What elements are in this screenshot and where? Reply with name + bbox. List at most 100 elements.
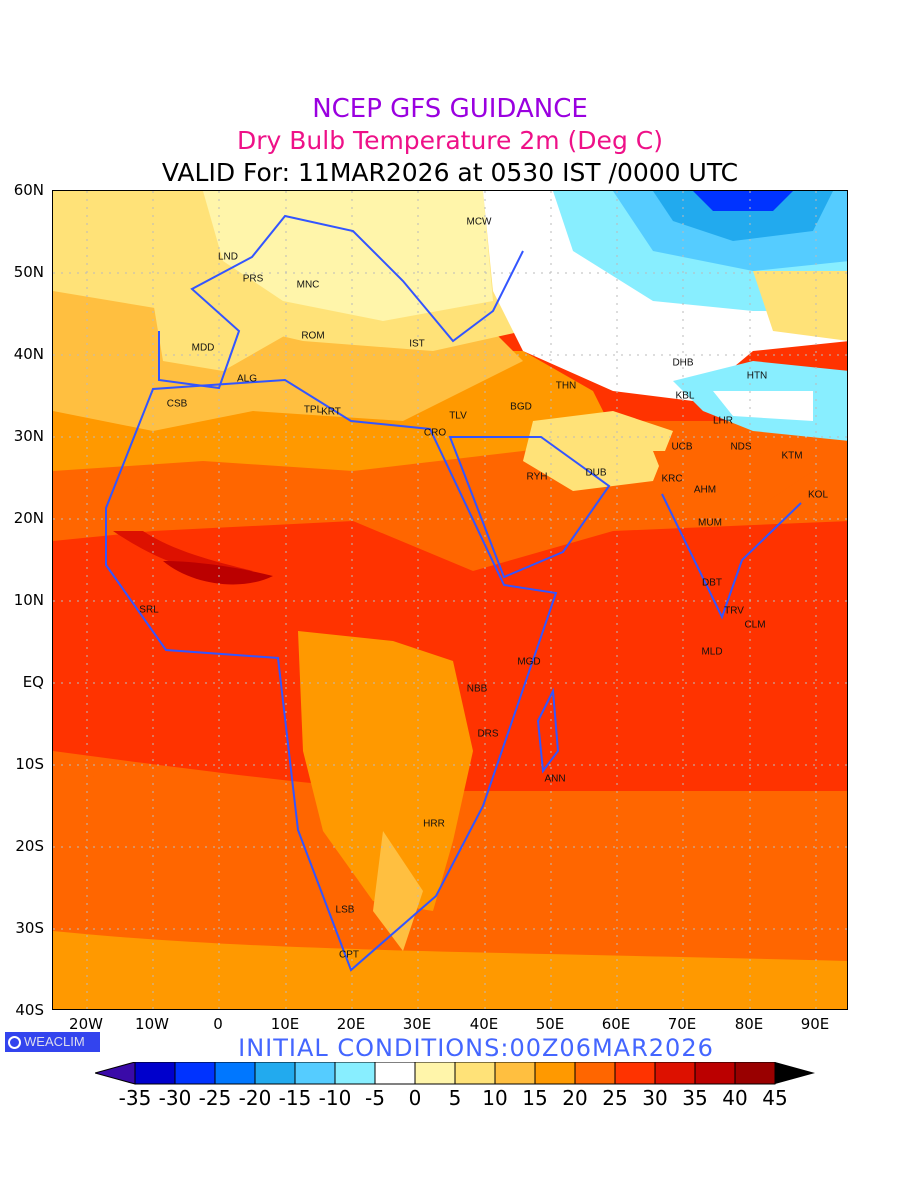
colorbar-label: 40 — [722, 1086, 748, 1110]
lat-label: 30N — [13, 427, 44, 445]
colorbar-swatch — [654, 1062, 696, 1085]
colorbar-swatch — [214, 1062, 256, 1085]
station-label: CSB — [166, 398, 188, 410]
colorbar-swatch — [374, 1062, 416, 1085]
colorbar-label: 45 — [762, 1086, 788, 1110]
shaded-field — [53, 191, 847, 1009]
lon-label: 70E — [667, 1015, 697, 1033]
lon-label: 10E — [270, 1015, 300, 1033]
colorbar-label: -25 — [198, 1086, 232, 1110]
station-label: BGD — [510, 401, 532, 413]
lon-label: 0 — [213, 1015, 223, 1033]
colorbar-swatch — [134, 1062, 176, 1085]
station-label: HTN — [746, 370, 768, 382]
colorbar-label: 15 — [522, 1086, 548, 1110]
station-label: TPL — [303, 404, 323, 416]
station-label: MNC — [296, 279, 320, 291]
lat-label: EQ — [22, 673, 44, 691]
station-label: HRR — [423, 818, 445, 830]
lat-label: 10N — [13, 591, 44, 609]
station-label: SRL — [139, 604, 159, 616]
title-valid-time: VALID For: 11MAR2026 at 0530 IST /0000 U… — [161, 158, 739, 187]
station-label: KBL — [675, 390, 695, 402]
colorbar-label: 25 — [602, 1086, 628, 1110]
colorbar-swatch — [614, 1062, 656, 1085]
colorbar-label: 10 — [482, 1086, 508, 1110]
colorbar-label: 0 — [408, 1086, 422, 1110]
colorbar-under-arrow — [95, 1062, 136, 1085]
station-label: LHR — [712, 415, 734, 427]
lon-label: 10W — [135, 1015, 169, 1033]
colorbar-swatch — [254, 1062, 296, 1085]
lat-label: 40N — [13, 345, 44, 363]
colorbar-swatch — [454, 1062, 496, 1085]
station-label: KOL — [807, 489, 829, 501]
graticule — [53, 191, 847, 1009]
lon-label: 90E — [800, 1015, 830, 1033]
colorbar-label: -20 — [238, 1086, 272, 1110]
colorbar-label: -35 — [118, 1086, 152, 1110]
lon-label: 50E — [535, 1015, 565, 1033]
station-label: THN — [555, 380, 577, 392]
colorbar-swatch — [494, 1062, 536, 1085]
colorbar-swatch — [574, 1062, 616, 1085]
station-label: NBB — [466, 683, 488, 695]
copyright-icon — [8, 1035, 21, 1049]
station-label: DHB — [672, 357, 694, 369]
colorbar-label: -10 — [318, 1086, 352, 1110]
lon-label: 80E — [734, 1015, 764, 1033]
lat-label: 20S — [15, 837, 44, 855]
lon-label: 20W — [69, 1015, 103, 1033]
station-label: KRT — [321, 406, 341, 418]
colorbar-swatch — [174, 1062, 216, 1085]
lat-label: 10S — [15, 755, 44, 773]
station-label: MDD — [191, 342, 215, 354]
station-label: LSB — [335, 904, 355, 916]
station-label: MCW — [466, 216, 492, 228]
colorbar-label: 5 — [448, 1086, 462, 1110]
station-label: DRS — [477, 728, 499, 740]
station-label: DBT — [702, 577, 722, 589]
temperature-map — [52, 190, 848, 1010]
colorbar-label: -5 — [365, 1086, 385, 1110]
lat-label: 30S — [15, 919, 44, 937]
lon-label: 30E — [402, 1015, 432, 1033]
station-label: ANN — [544, 773, 566, 785]
station-label: CRO — [423, 427, 447, 439]
station-label: NDS — [730, 441, 752, 453]
colorbar-swatch — [334, 1062, 376, 1085]
station-label: ALG — [236, 373, 258, 385]
lon-label: 20E — [336, 1015, 366, 1033]
station-label: CLM — [744, 619, 766, 631]
station-label: MUM — [698, 517, 722, 529]
station-label: CPT — [339, 949, 359, 961]
station-label: MLD — [701, 646, 723, 658]
colorbar-swatch — [294, 1062, 336, 1085]
title-variable: Dry Bulb Temperature 2m (Deg C) — [237, 126, 663, 155]
colorbar-over-arrow — [775, 1062, 815, 1084]
title-model: NCEP GFS GUIDANCE — [312, 94, 588, 124]
colorbar-label: 20 — [562, 1086, 588, 1110]
colorbar-label: -15 — [278, 1086, 312, 1110]
colorbar — [95, 1062, 815, 1085]
coastlines — [105, 214, 802, 972]
station-label: IST — [409, 338, 425, 350]
lat-label: 50N — [13, 263, 44, 281]
station-label: ROM — [301, 330, 325, 342]
station-label: PRS — [242, 273, 264, 285]
colorbar-swatch — [414, 1062, 456, 1085]
lon-label: 40E — [469, 1015, 499, 1033]
station-label: KRC — [661, 473, 683, 485]
station-label: RYH — [526, 471, 548, 483]
station-label: MGD — [517, 656, 541, 668]
station-label: KTM — [781, 450, 803, 462]
weaclim-logo: WEACLIM — [5, 1032, 100, 1052]
colorbar-swatch — [694, 1062, 736, 1085]
station-label: DUB — [585, 467, 607, 479]
colorbar-label: 30 — [642, 1086, 668, 1110]
station-label: UCB — [671, 441, 693, 453]
station-label: TRV — [724, 605, 744, 617]
lon-label: 60E — [601, 1015, 631, 1033]
colorbar-swatch — [534, 1062, 576, 1085]
